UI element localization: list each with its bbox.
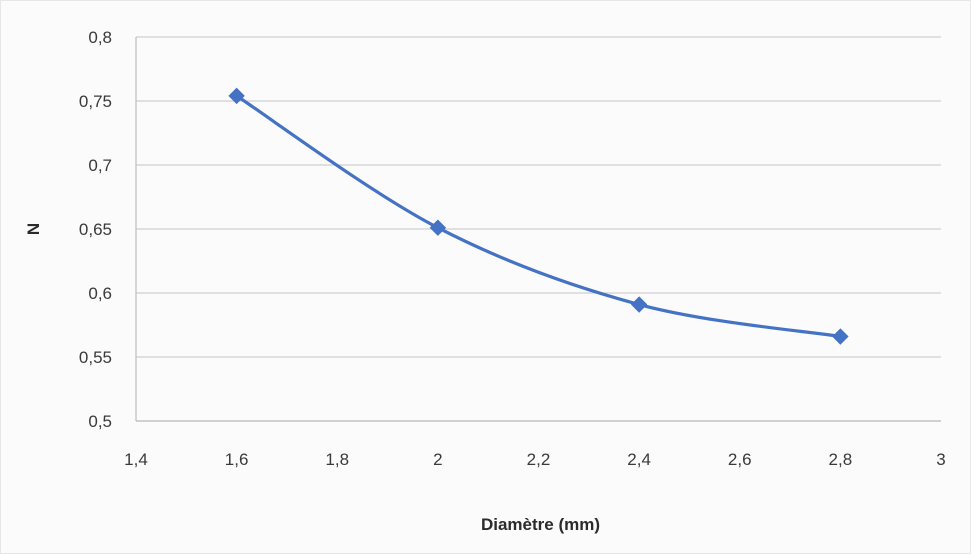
x-tick-label: 2 — [433, 450, 442, 469]
y-tick-label: 0,55 — [79, 348, 112, 367]
y-tick-label: 0,6 — [88, 284, 112, 303]
y-tick-labels: 0,5 0,55 0,6 0,65 0,7 0,75 0,8 — [79, 28, 112, 431]
y-tick-label: 0,5 — [88, 412, 112, 431]
gridlines — [136, 36, 941, 422]
x-tick-label: 3 — [936, 450, 945, 469]
data-point-marker — [429, 219, 447, 236]
y-tick-label: 0,75 — [79, 92, 112, 111]
y-tick-label: 0,7 — [88, 156, 112, 175]
data-point-marker — [832, 328, 849, 345]
series-line — [235, 94, 842, 339]
y-tick-label: 0,8 — [88, 28, 112, 47]
x-tick-label: 1,4 — [124, 450, 148, 469]
series-group — [228, 87, 849, 345]
x-tick-label: 1,6 — [225, 450, 249, 469]
data-point-marker — [228, 87, 245, 105]
x-tick-labels: 1,4 1,6 1,8 2 2,2 2,4 2,6 2,8 3 — [124, 450, 946, 469]
x-tick-label: 2,6 — [728, 450, 752, 469]
x-axis-title: Diamètre (mm) — [481, 515, 600, 534]
y-axis-title: N — [24, 223, 43, 235]
data-point-marker — [630, 296, 648, 313]
x-tick-label: 2,8 — [829, 450, 853, 469]
x-tick-label: 2,2 — [527, 450, 551, 469]
y-tick-label: 0,65 — [79, 220, 112, 239]
axes — [135, 37, 941, 422]
x-tick-label: 1,8 — [325, 450, 349, 469]
x-tick-label: 2,4 — [627, 450, 651, 469]
